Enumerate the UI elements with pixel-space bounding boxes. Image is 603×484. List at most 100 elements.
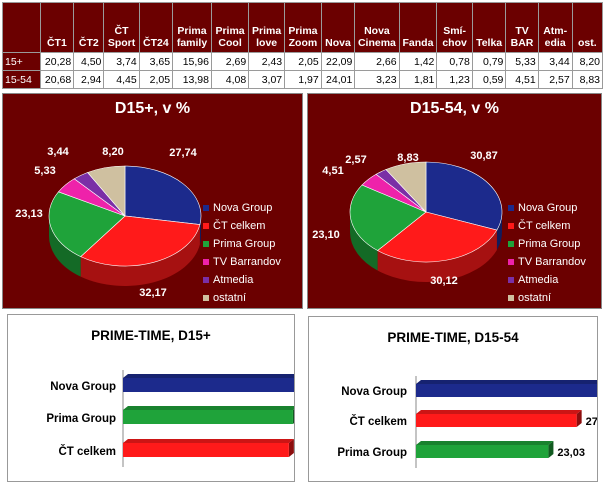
bar-top bbox=[416, 441, 554, 445]
legend-swatch bbox=[203, 259, 209, 265]
bar-face bbox=[123, 378, 294, 392]
legend-swatch bbox=[508, 295, 514, 301]
pie-value-label: 5,33 bbox=[34, 165, 55, 177]
table-cell: 2,69 bbox=[210, 52, 250, 71]
pie-panel-d15plus: D15+, v % 27,74 32,17 23,13 5,33 3,44 8,20 No… bbox=[2, 93, 303, 309]
pie-slice bbox=[87, 165, 126, 217]
pie-side bbox=[49, 216, 201, 286]
legend-item: Nova Group bbox=[203, 199, 281, 217]
bar-value-label: 27,94 bbox=[586, 416, 597, 428]
pie-chart-d15-54: 30,87 30,12 23,10 4,512,57 8,83 bbox=[312, 150, 503, 287]
column-header-line: family bbox=[176, 37, 208, 49]
pie-slice bbox=[124, 165, 202, 225]
pie-slice bbox=[425, 161, 503, 231]
pie-slice-side bbox=[199, 216, 201, 245]
bar-side bbox=[292, 409, 294, 424]
pie-slice-side bbox=[49, 216, 81, 277]
bar-side bbox=[548, 441, 554, 458]
table-cell: 3,23 bbox=[354, 70, 400, 89]
pie-slice bbox=[349, 184, 427, 251]
table-cell: 2,43 bbox=[248, 52, 286, 71]
pie-value-label: 2,57 bbox=[345, 154, 366, 166]
legend-label: ostatní bbox=[518, 292, 552, 304]
column-header: ČT1 bbox=[39, 2, 75, 53]
pie-value-label: 23,13 bbox=[15, 208, 43, 220]
bar-value-label: 23,03 bbox=[557, 447, 585, 459]
pie-legend: Nova Group ČT celkem Prima Group TV Barrand… bbox=[203, 199, 281, 307]
table-cell: 3,65 bbox=[138, 52, 174, 71]
table-cell: 0,78 bbox=[436, 52, 473, 71]
pie-slice bbox=[48, 191, 126, 257]
legend-swatch bbox=[203, 295, 209, 301]
bar-title: PRIME-TIME, D15-54 bbox=[387, 330, 519, 345]
table-cell: 2,05 bbox=[284, 52, 322, 71]
legend-swatch bbox=[508, 223, 514, 229]
pie-slice bbox=[385, 161, 427, 213]
legend-label: Prima Group bbox=[213, 238, 276, 250]
column-header-line: Prima bbox=[177, 25, 207, 37]
column-header-line: Sport bbox=[107, 37, 136, 49]
table-cell: 3,07 bbox=[248, 70, 286, 89]
column-header-line: Nova bbox=[325, 37, 351, 49]
column-header-line: ost. bbox=[577, 37, 597, 49]
table-cell: 8,20 bbox=[571, 52, 603, 71]
pie-slice bbox=[377, 211, 498, 263]
bar-category-label: Prima Group bbox=[46, 413, 116, 425]
bar-top bbox=[123, 406, 294, 410]
bar-panel-d15plus: PRIME-TIME, D15+ 33,38Nova Group27,19Pri… bbox=[7, 314, 295, 482]
table-cell: 4,08 bbox=[210, 70, 250, 89]
table-cell: 0,79 bbox=[471, 52, 507, 71]
pie-slice-side bbox=[377, 230, 497, 282]
bar-face bbox=[123, 410, 293, 424]
table-cell: 0,59 bbox=[471, 70, 507, 89]
legend-item: Nova Group bbox=[508, 199, 586, 217]
bar-face bbox=[416, 445, 549, 458]
column-header: Prima Zoom bbox=[284, 2, 322, 53]
legend-label: ČT celkem bbox=[213, 220, 266, 232]
legend-swatch bbox=[508, 277, 514, 283]
table-cell: 2,94 bbox=[73, 70, 105, 89]
pie-legend: Nova Group ČT celkem Prima Group TV Barrand… bbox=[508, 199, 586, 307]
legend-label: Nova Group bbox=[518, 202, 578, 214]
column-header-line: chov bbox=[442, 37, 467, 49]
table-corner bbox=[2, 2, 41, 53]
legend-label: TV Barrandov bbox=[518, 256, 586, 268]
column-header-line: Prima bbox=[252, 25, 282, 37]
bar-category-label: Nova Group bbox=[341, 386, 407, 398]
pie-slice-side bbox=[80, 224, 200, 286]
legend-item: Atmedia bbox=[203, 271, 281, 289]
column-header: Prima Cool bbox=[210, 2, 250, 53]
legend-item: ostatní bbox=[203, 289, 281, 307]
column-header-line: BAR bbox=[510, 37, 534, 49]
legend-item: Prima Group bbox=[508, 235, 586, 253]
table-cell: 13,98 bbox=[172, 70, 212, 89]
row-label: 15+ bbox=[2, 52, 41, 71]
pie-value-label: 8,20 bbox=[102, 146, 123, 158]
table-cell: 22,09 bbox=[320, 52, 356, 71]
bar-category-label: ČT celkem bbox=[349, 415, 407, 428]
legend-item: ostatní bbox=[508, 289, 586, 307]
pie-value-label: 3,44 bbox=[47, 146, 69, 158]
table-cell: 1,81 bbox=[398, 70, 438, 89]
column-header-line: Telka bbox=[476, 37, 503, 49]
bar bbox=[123, 406, 294, 424]
bar-top bbox=[416, 410, 582, 414]
legend-item: Atmedia bbox=[508, 271, 586, 289]
legend-swatch bbox=[203, 277, 209, 283]
legend-swatch bbox=[203, 223, 209, 229]
legend-label: Nova Group bbox=[213, 202, 273, 214]
legend-item: ČT celkem bbox=[203, 217, 281, 235]
pie-value-label: 30,87 bbox=[470, 150, 498, 162]
column-header: ost. bbox=[571, 2, 603, 53]
column-header: Nova Cinema bbox=[354, 2, 400, 53]
bar-side bbox=[288, 439, 294, 457]
table-row: 15+ 20,28 4,50 3,74 3,65 15,96 2,69 2,43 2,05 22,… bbox=[2, 52, 603, 71]
column-header: Prima love bbox=[248, 2, 286, 53]
column-header: Smí-chov bbox=[436, 2, 473, 53]
pie-value-label: 23,10 bbox=[312, 229, 340, 241]
bar-top bbox=[123, 374, 294, 378]
table-row: 15-54 20,68 2,94 4,45 2,05 13,98 4,08 3,07 1,97 2… bbox=[2, 70, 603, 89]
column-header-line: ČT bbox=[114, 25, 129, 37]
pie-title: D15+, v % bbox=[114, 100, 191, 117]
legend-swatch bbox=[508, 259, 514, 265]
